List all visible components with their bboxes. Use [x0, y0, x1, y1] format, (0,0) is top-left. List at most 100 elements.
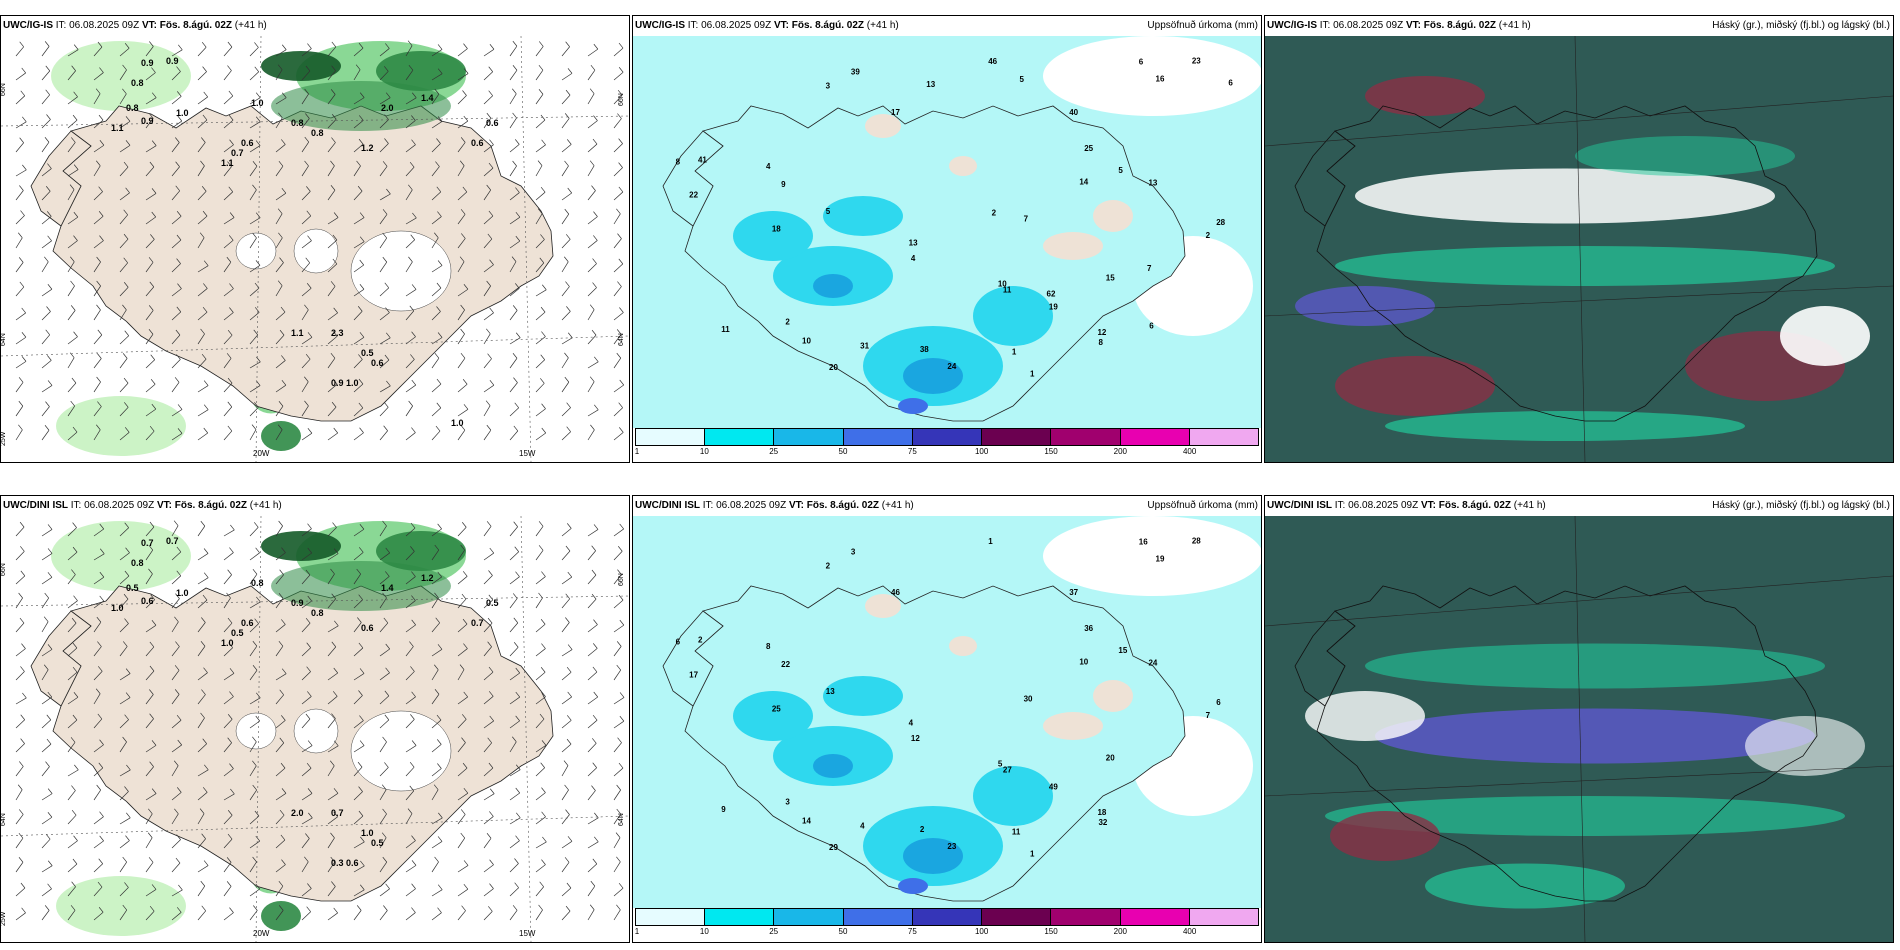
wind-value-label: 0.5 — [361, 348, 374, 358]
precip-value-label: 11 — [1003, 286, 1012, 295]
wind-value-label: 0.5 — [231, 628, 244, 638]
precip-value-label: 10 — [802, 336, 811, 345]
colorbar-swatch — [982, 429, 1052, 445]
colorbar-tick: 150 — [1044, 447, 1058, 456]
precip-value-label: 8 — [676, 158, 681, 167]
panel-ig-wind: UWC/IG-IS IT: 06.08.2025 09Z VT: Fös. 8.… — [0, 15, 630, 463]
colorbar-swatch — [1120, 909, 1190, 925]
colorbar-tick: 50 — [838, 927, 848, 936]
precip-value-label: 37 — [1069, 588, 1078, 597]
model-name: UWC/DINI ISL — [635, 500, 700, 511]
precip-value-label: 18 — [772, 225, 781, 234]
colorbar-swatch — [636, 909, 706, 925]
precip-value-label: 13 — [909, 239, 918, 248]
colorbar-tick: 400 — [1182, 447, 1197, 456]
precip-value-label: 23 — [947, 842, 956, 851]
wind-value-label: 0.7 — [141, 538, 154, 548]
wind-value-label: 0.5 — [486, 598, 499, 608]
precip-value-label: 29 — [829, 843, 838, 852]
precip-value-label: 6 — [676, 638, 681, 647]
lat-label: 66N — [1, 83, 7, 96]
init-time: 06.08.2025 09Z — [84, 500, 155, 511]
precip-value-label: 30 — [1024, 695, 1033, 704]
lead-time: (+41 h) — [881, 500, 914, 511]
precip-value-label: 3 — [785, 797, 790, 806]
wind-value-label: 1.0 — [361, 828, 374, 838]
panel-variable-title: Háský (gr.), miðský (fj.bl.) og lágský (… — [1712, 20, 1890, 31]
precip-value-label: 5 — [1118, 166, 1123, 175]
lon-label: 25W — [1, 431, 7, 446]
precip-value-label: 25 — [772, 705, 781, 714]
init-time: 06.08.2025 09Z — [701, 20, 772, 31]
precip-value-label: 4 — [911, 254, 916, 263]
precip-value-label: 12 — [911, 734, 920, 743]
precip-value-label: 13 — [926, 80, 935, 89]
colorbar-tick: 100 — [974, 927, 989, 936]
panel-header: UWC/IG-IS IT: 06.08.2025 09Z VT: Fös. 8.… — [1265, 16, 1893, 36]
precip-value-label: 2 — [920, 825, 925, 834]
wind-value-label: 0.8 — [126, 103, 139, 113]
precip-value-label: 27 — [1003, 766, 1012, 775]
precip-value-label: 1 — [1012, 347, 1017, 356]
precip-value-label: 13 — [826, 687, 835, 696]
panel-dini-precip: UWC/DINI ISL IT: 06.08.2025 09Z VT: Fös.… — [632, 495, 1262, 943]
precip-value-label: 3 — [826, 81, 831, 90]
colorbar-tick: 50 — [838, 447, 848, 456]
wind-value-label: 1.0 — [346, 378, 359, 388]
lat-label: 64N — [1, 333, 7, 346]
precip-value-label: 11 — [721, 325, 730, 334]
colorbar-swatch — [636, 429, 706, 445]
precip-value-label: 10 — [1079, 658, 1088, 667]
cloud-map-svg — [1265, 516, 1893, 942]
precip-value-label: 14 — [1079, 178, 1088, 187]
precip-value-label: 6 — [1216, 698, 1221, 707]
precip-value-label: 28 — [1192, 537, 1201, 546]
wind-value-label: 0.8 — [131, 78, 144, 88]
wind-value-label: 0.9 — [141, 116, 154, 126]
precip-value-label: 46 — [988, 57, 997, 66]
colorbar-swatch — [1189, 429, 1258, 445]
colorbar-swatch — [912, 429, 983, 445]
wind-value-label: 0.7 — [166, 536, 179, 546]
wind-value-label: 0.3 — [331, 858, 344, 868]
model-name: UWC/IG-IS — [635, 20, 685, 31]
valid-time: Fös. 8.ágú. 02Z — [174, 500, 247, 511]
panel-header: UWC/DINI ISL IT: 06.08.2025 09Z VT: Fös.… — [1265, 496, 1893, 516]
colorbar-swatch — [774, 909, 844, 925]
valid-time: Fös. 8.ágú. 02Z — [1423, 20, 1496, 31]
precip-value-label: 8 — [766, 642, 771, 651]
precip-value-label: 6 — [1139, 58, 1144, 67]
precip-value-label: 6 — [1228, 78, 1233, 87]
precip-map: 1 3 2 4 5 1 2 5 4 10 11 8 13 10 14 6 22 16 15 13 12 11 20 8 7 25 1… — [633, 36, 1261, 462]
wind-value-label: 0.9 — [291, 598, 304, 608]
colorbar-swatch — [705, 909, 775, 925]
panel-variable-title: Uppsöfnuð úrkoma (mm) — [1147, 20, 1258, 31]
panel-dini-cloud: UWC/DINI ISL IT: 06.08.2025 09Z VT: Fös.… — [1264, 495, 1894, 943]
wind-value-label: 1.4 — [381, 583, 394, 593]
precip-value-label: 5 — [826, 207, 831, 216]
wind-value-label: 0.8 — [251, 578, 264, 588]
precip-value-label: 16 — [1139, 538, 1148, 547]
precip-value-label: 2 — [698, 636, 703, 645]
wind-value-label: 0.6 — [486, 118, 499, 128]
precip-value-label: 5 — [998, 760, 1003, 769]
wind-value-label: 0.9 — [166, 56, 179, 66]
wind-value-label: 2.3 — [331, 328, 344, 338]
wind-value-label: 1.0 — [111, 603, 124, 613]
colorbar-swatches — [635, 908, 1259, 926]
precip-value-label: 20 — [829, 363, 838, 372]
precip-map: 1 2 3 8 15 11 7 13 12 14 9 6 4 5 10 16 17 19 20 24 18 27 29 32 3… — [633, 516, 1261, 942]
precip-value-label: 1 — [988, 537, 993, 546]
colorbar-tick: 400 — [1182, 927, 1197, 936]
colorbar-tick: 75 — [907, 447, 917, 456]
colorbar-swatch — [1051, 909, 1121, 925]
precip-value-label: 2 — [992, 208, 997, 217]
wind-value-label: 0.7 — [231, 148, 244, 158]
precip-value-label: 40 — [1069, 108, 1078, 117]
wind-map: 0.7 0.7 0.8 0.5 1.0 0.6 1.0 0.5 1.0 0.8 0.6 0.9 0.8 1… — [1, 516, 629, 942]
colorbar-tick: 1 — [634, 927, 640, 936]
wind-value-label: 0.6 — [241, 618, 254, 628]
lat-label: 64N — [618, 813, 625, 826]
panel-header: UWC/DINI ISL IT: 06.08.2025 09Z VT: Fös.… — [1, 496, 629, 516]
